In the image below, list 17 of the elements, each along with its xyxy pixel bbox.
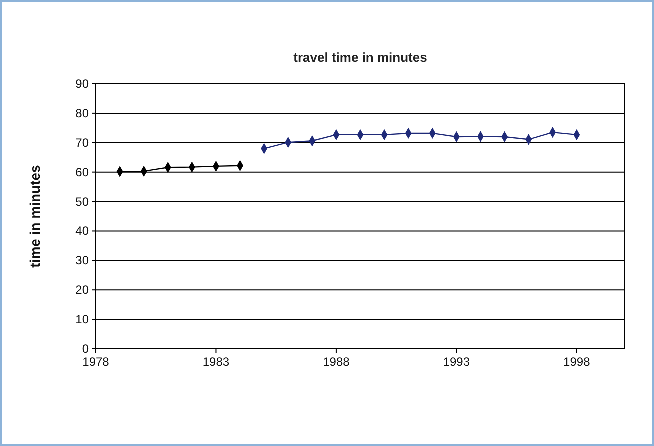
- y-tick-label: 90: [76, 77, 90, 91]
- y-tick-label: 40: [76, 224, 90, 238]
- y-tick-label: 20: [76, 283, 90, 298]
- y-tick-label: 10: [76, 312, 90, 327]
- x-tick-label: 1988: [323, 355, 350, 369]
- x-tick-label: 1978: [82, 355, 110, 369]
- y-tick-label: 30: [76, 254, 90, 268]
- y-tick-label: 80: [76, 106, 90, 120]
- y-tick-label: 50: [76, 194, 90, 209]
- chart-title: travel time in minutes: [294, 50, 428, 65]
- y-tick-label: 70: [76, 136, 90, 150]
- x-tick-label: 1998: [564, 355, 591, 369]
- y-tick-label: 60: [76, 165, 90, 180]
- x-tick-label: 1993: [443, 355, 470, 369]
- x-tick-label: 1983: [202, 355, 230, 369]
- y-axis-title: time in minutes: [27, 164, 43, 268]
- y-tick-label: 0: [82, 342, 90, 356]
